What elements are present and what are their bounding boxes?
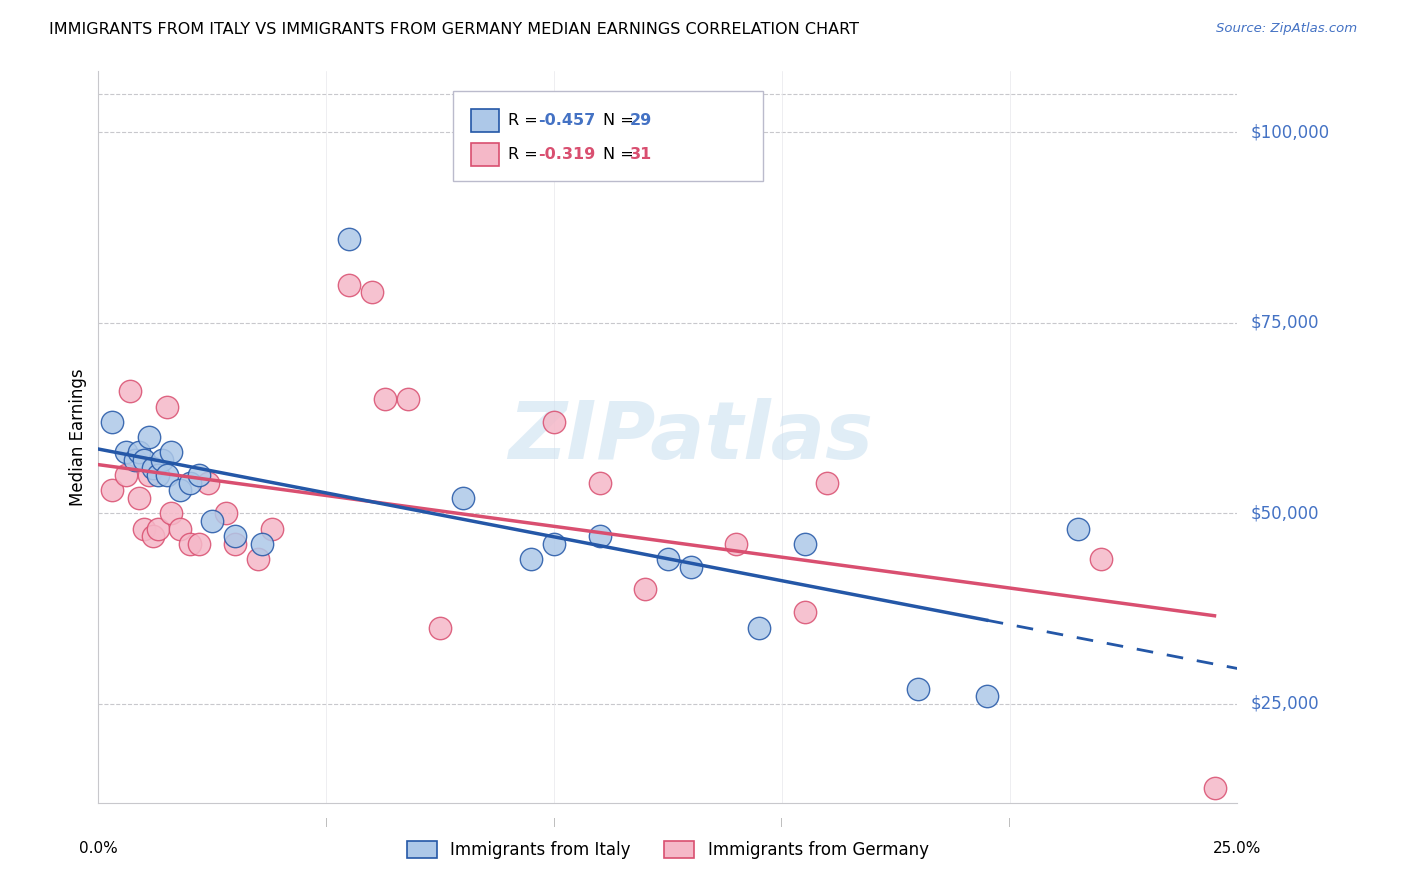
- Point: [160, 506, 183, 520]
- Point: [520, 552, 543, 566]
- Point: [128, 491, 150, 505]
- Point: [179, 537, 201, 551]
- Text: $50,000: $50,000: [1251, 504, 1319, 523]
- Point: [793, 537, 815, 551]
- Text: $100,000: $100,000: [1251, 123, 1330, 141]
- Point: [725, 537, 748, 551]
- Point: [142, 460, 165, 475]
- Point: [360, 285, 382, 300]
- Text: 25.0%: 25.0%: [1213, 841, 1261, 856]
- Point: [260, 521, 283, 535]
- Point: [150, 453, 173, 467]
- Point: [128, 445, 150, 459]
- Text: N =: N =: [603, 147, 640, 161]
- Text: |: |: [325, 818, 328, 827]
- Legend: Immigrants from Italy, Immigrants from Germany: Immigrants from Italy, Immigrants from G…: [399, 833, 936, 868]
- Point: [907, 681, 929, 696]
- Point: [337, 232, 360, 246]
- Text: ZIPatlas: ZIPatlas: [508, 398, 873, 476]
- Y-axis label: Median Earnings: Median Earnings: [69, 368, 87, 506]
- Point: [793, 605, 815, 619]
- Text: 0.0%: 0.0%: [79, 841, 118, 856]
- Point: [187, 468, 209, 483]
- Text: |: |: [1008, 818, 1011, 827]
- Point: [543, 537, 565, 551]
- Point: [224, 537, 246, 551]
- Point: [679, 559, 702, 574]
- Point: [252, 537, 274, 551]
- Text: IMMIGRANTS FROM ITALY VS IMMIGRANTS FROM GERMANY MEDIAN EARNINGS CORRELATION CHA: IMMIGRANTS FROM ITALY VS IMMIGRANTS FROM…: [49, 22, 859, 37]
- Text: -0.319: -0.319: [538, 147, 596, 161]
- Point: [588, 475, 610, 490]
- Text: $75,000: $75,000: [1251, 314, 1319, 332]
- Point: [187, 537, 209, 551]
- Point: [160, 445, 183, 459]
- Point: [374, 392, 396, 406]
- Point: [132, 521, 155, 535]
- Point: [156, 468, 179, 483]
- Point: [114, 445, 136, 459]
- Point: [138, 468, 160, 483]
- Point: [215, 506, 238, 520]
- Point: [337, 277, 360, 292]
- Text: N =: N =: [603, 113, 640, 128]
- Text: 29: 29: [630, 113, 652, 128]
- Point: [543, 415, 565, 429]
- Point: [142, 529, 165, 543]
- Text: R =: R =: [508, 147, 543, 161]
- Point: [246, 552, 269, 566]
- Point: [429, 621, 451, 635]
- Point: [748, 621, 770, 635]
- Point: [197, 475, 219, 490]
- Text: |: |: [553, 818, 555, 827]
- Point: [976, 689, 998, 703]
- Point: [101, 415, 124, 429]
- Point: [101, 483, 124, 498]
- Point: [815, 475, 838, 490]
- Point: [156, 400, 179, 414]
- Point: [1067, 521, 1090, 535]
- Point: [224, 529, 246, 543]
- Text: |: |: [780, 818, 783, 827]
- Point: [1204, 780, 1226, 795]
- Point: [114, 468, 136, 483]
- Point: [1090, 552, 1112, 566]
- Text: 31: 31: [630, 147, 652, 161]
- Text: R =: R =: [508, 113, 543, 128]
- Point: [169, 521, 191, 535]
- Point: [146, 521, 169, 535]
- Text: -0.457: -0.457: [538, 113, 596, 128]
- Text: $25,000: $25,000: [1251, 695, 1320, 713]
- Point: [451, 491, 474, 505]
- Point: [124, 453, 146, 467]
- Point: [634, 582, 657, 597]
- Point: [588, 529, 610, 543]
- Point: [396, 392, 419, 406]
- Point: [132, 453, 155, 467]
- Point: [169, 483, 191, 498]
- Point: [138, 430, 160, 444]
- Point: [201, 514, 224, 528]
- Point: [657, 552, 679, 566]
- Point: [179, 475, 201, 490]
- Point: [120, 384, 142, 399]
- Text: Source: ZipAtlas.com: Source: ZipAtlas.com: [1216, 22, 1357, 36]
- Point: [146, 468, 169, 483]
